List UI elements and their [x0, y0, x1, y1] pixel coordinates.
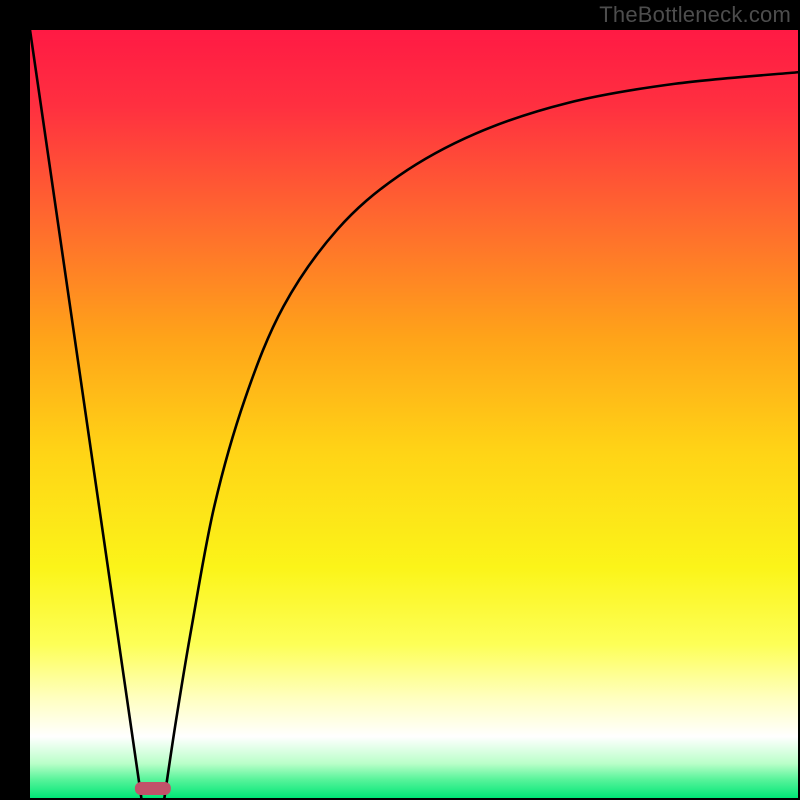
plot-area [30, 30, 798, 798]
curves-layer [30, 30, 798, 798]
chart-container: TheBottleneck.com [0, 0, 800, 800]
left-line [30, 30, 141, 798]
right-curve [164, 72, 798, 798]
dip-marker [135, 782, 171, 795]
watermark-text: TheBottleneck.com [599, 2, 791, 28]
